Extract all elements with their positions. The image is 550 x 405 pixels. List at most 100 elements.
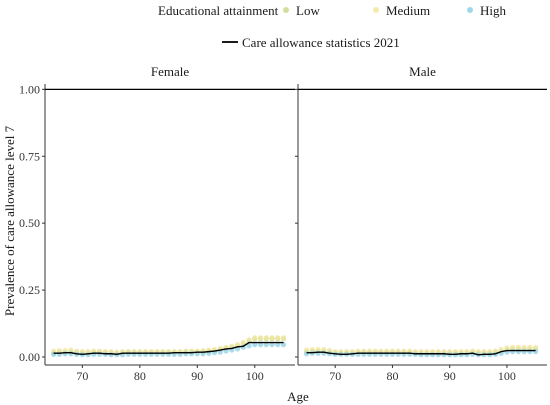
point-female-medium-101 bbox=[257, 335, 264, 341]
point-female-high-84 bbox=[160, 351, 166, 357]
point-male-medium-100 bbox=[504, 345, 510, 351]
point-male-high-68 bbox=[321, 350, 327, 356]
point-male-high-86 bbox=[424, 352, 430, 358]
point-male-medium-66 bbox=[309, 346, 315, 353]
point-female-medium-98 bbox=[240, 339, 246, 346]
x-tick-label-female-70: 70 bbox=[76, 369, 88, 383]
point-female-high-105 bbox=[280, 342, 287, 348]
point-female-medium-102 bbox=[263, 335, 269, 341]
x-tick-label-male-70: 70 bbox=[329, 369, 341, 383]
point-female-medium-105 bbox=[280, 335, 287, 341]
y-tick-label-1: 0.25 bbox=[19, 283, 40, 297]
point-female-high-73 bbox=[96, 351, 103, 357]
point-female-high-88 bbox=[183, 351, 189, 357]
legend-key-medium bbox=[373, 7, 379, 13]
point-male-medium-105 bbox=[532, 344, 539, 350]
point-female-high-83 bbox=[154, 351, 160, 357]
point-male-high-101 bbox=[510, 349, 516, 355]
point-female-high-79 bbox=[131, 351, 137, 357]
point-male-high-92 bbox=[458, 352, 464, 358]
point-male-medium-68 bbox=[321, 346, 327, 353]
y-tick-label-4: 1.00 bbox=[19, 82, 40, 96]
point-female-high-67 bbox=[62, 351, 68, 357]
point-male-high-85 bbox=[418, 352, 424, 358]
point-male-high-103 bbox=[521, 349, 527, 355]
point-female-high-78 bbox=[125, 351, 131, 357]
panel-female: Female 70 80 90 100 0.00 0.25 0.50 0.75 1.00 bbox=[19, 64, 295, 383]
point-female-medium-97 bbox=[234, 342, 241, 348]
x-tick-label-female-90: 90 bbox=[191, 369, 203, 383]
point-male-high-77 bbox=[372, 351, 378, 357]
legend-label-high: High bbox=[480, 3, 507, 18]
point-male-high-82 bbox=[401, 351, 407, 357]
series-female-high bbox=[51, 342, 287, 358]
x-axis-title: Age bbox=[287, 389, 309, 404]
legend-item-high: High bbox=[467, 3, 507, 18]
strip-label-female: Female bbox=[151, 64, 189, 79]
point-female-high-68 bbox=[68, 351, 74, 357]
point-male-high-75 bbox=[361, 351, 367, 357]
point-male-high-79 bbox=[384, 351, 390, 357]
point-female-high-99 bbox=[246, 343, 252, 349]
point-male-high-89 bbox=[441, 352, 447, 358]
legend-line-label: Care allowance statistics 2021 bbox=[242, 35, 400, 50]
point-male-high-104 bbox=[527, 349, 533, 355]
y-tick-label-2: 0.50 bbox=[19, 216, 40, 230]
legend: Educational attainment Low Medium High Car… bbox=[158, 3, 507, 50]
legend-label-low: Low bbox=[296, 3, 320, 18]
point-female-high-102 bbox=[263, 342, 269, 348]
y-axis-title: Prevalence of care allowance level 7 bbox=[2, 125, 17, 316]
x-tick-label-male-100: 100 bbox=[498, 369, 516, 383]
legend-key-high bbox=[467, 7, 473, 13]
legend-item-medium: Medium bbox=[373, 3, 430, 18]
point-female-high-65 bbox=[51, 351, 57, 357]
point-female-medium-68 bbox=[68, 347, 74, 353]
point-male-medium-104 bbox=[527, 344, 533, 350]
point-female-high-82 bbox=[148, 351, 154, 357]
strip-label-male: Male bbox=[409, 64, 436, 79]
legend-items: Low Medium High bbox=[283, 3, 507, 18]
x-tick-label-male-80: 80 bbox=[386, 369, 398, 383]
point-female-high-80 bbox=[137, 351, 143, 357]
point-female-medium-104 bbox=[275, 335, 281, 341]
legend-title: Educational attainment bbox=[158, 3, 279, 18]
point-male-high-67 bbox=[315, 350, 321, 356]
point-male-high-76 bbox=[366, 351, 373, 357]
point-male-high-88 bbox=[435, 352, 441, 358]
legend-label-medium: Medium bbox=[386, 3, 430, 18]
panels: Female 70 80 90 100 0.00 0.25 0.50 0.75 1.00 Male 7… bbox=[19, 64, 547, 383]
x-tick-label-female-100: 100 bbox=[246, 369, 264, 383]
point-male-high-87 bbox=[429, 352, 436, 358]
point-female-high-81 bbox=[142, 351, 149, 357]
point-male-high-78 bbox=[378, 351, 384, 357]
point-female-medium-66 bbox=[56, 347, 62, 354]
legend-key-low bbox=[283, 7, 289, 13]
point-female-high-101 bbox=[257, 342, 264, 348]
point-male-medium-67 bbox=[315, 346, 321, 353]
panel-male: Male 70 80 90 100 bbox=[295, 64, 547, 383]
x-tick-label-female-80: 80 bbox=[134, 369, 146, 383]
point-female-medium-100 bbox=[252, 335, 258, 341]
y-tick-label-0: 0.00 bbox=[19, 350, 40, 364]
point-female-high-72 bbox=[91, 351, 97, 357]
x-tick-label-male-90: 90 bbox=[444, 369, 456, 383]
point-female-high-103 bbox=[269, 342, 275, 348]
point-male-high-83 bbox=[407, 351, 413, 357]
point-male-high-74 bbox=[355, 351, 361, 357]
point-male-medium-103 bbox=[521, 344, 527, 350]
point-male-medium-101 bbox=[510, 344, 516, 350]
y-tick-label-3: 0.75 bbox=[19, 149, 40, 163]
point-male-high-65 bbox=[303, 351, 310, 357]
point-female-high-75 bbox=[108, 352, 114, 358]
point-male-high-105 bbox=[532, 349, 539, 355]
stats-line-male bbox=[306, 349, 536, 356]
point-female-high-104 bbox=[275, 342, 281, 348]
point-male-high-80 bbox=[389, 351, 396, 357]
point-male-high-102 bbox=[515, 349, 521, 355]
point-female-medium-103 bbox=[269, 335, 275, 341]
point-male-medium-65 bbox=[303, 347, 310, 353]
point-female-medium-99 bbox=[246, 337, 252, 343]
point-female-high-100 bbox=[252, 342, 258, 348]
point-male-high-81 bbox=[395, 351, 401, 357]
